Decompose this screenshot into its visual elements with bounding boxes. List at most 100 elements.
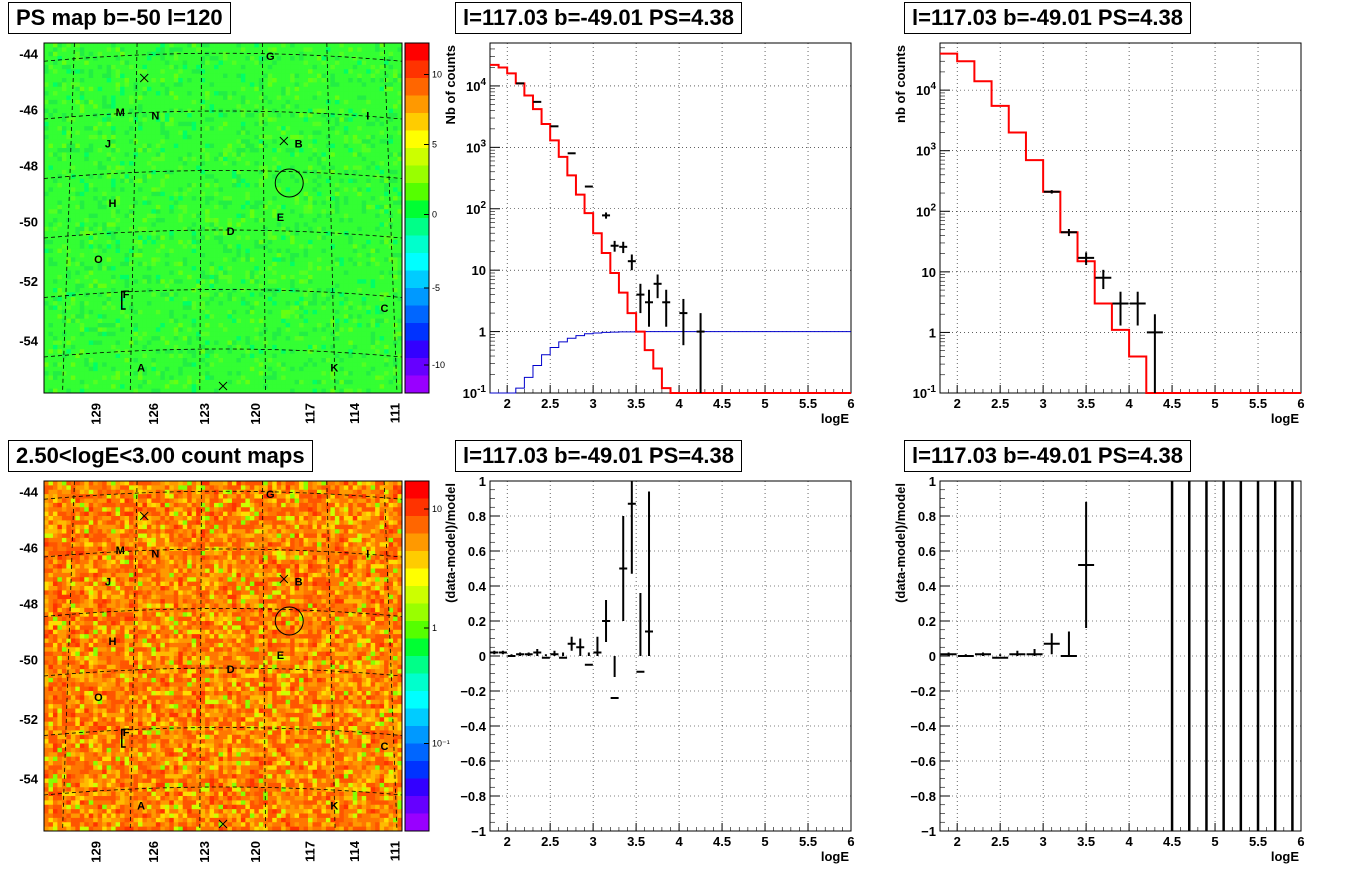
map-pixel [115,318,121,324]
map-pixel [294,248,300,254]
map-pixel [52,371,58,376]
map-pixel [254,231,260,236]
map-pixel [240,99,246,105]
map-pixel [142,323,148,328]
map-pixel [263,288,269,293]
map-pixel [142,283,148,289]
map-pixel [209,134,215,140]
map-pixel [160,121,166,127]
map-pixel [133,204,139,210]
map-pixel [272,73,278,79]
map-pixel [303,323,309,328]
map-pixel [276,248,282,254]
map-pixel [142,213,148,219]
map-pixel [57,178,63,184]
map-pixel [196,222,202,228]
map-pixel [294,358,300,363]
map-pixel [146,305,152,311]
map-pixel [97,261,103,267]
map-pixel [299,161,304,166]
map-pixel [75,336,81,341]
map-pixel [61,253,67,258]
map-pixel [223,91,228,96]
map-pixel [48,349,54,355]
map-pixel [169,349,175,355]
map-pixel [70,191,76,197]
map-pixel [267,47,273,53]
map-pixel [205,187,210,193]
map-pixel [133,51,139,57]
map-pixel [70,174,76,180]
map-pixel [70,248,76,254]
map-pixel [137,362,143,368]
map-pixel [231,78,237,83]
map-pixel [231,104,237,110]
map-pixel [75,231,81,236]
map-pixel [120,336,125,341]
map-pixel [281,336,287,341]
map-pixel [137,358,143,363]
map-pixel [231,362,237,368]
map-pixel [200,196,206,201]
map-pixel [254,301,260,306]
map-pixel [187,248,193,254]
map-pixel [169,121,175,127]
map-pixel [312,239,318,245]
map-pixel [66,358,72,363]
map-pixel [124,235,130,241]
map-pixel [272,301,278,306]
map-pixel [196,82,202,88]
map-pixel [93,204,99,210]
map-pixel [231,327,237,333]
map-pixel [196,139,202,145]
map-pixel [48,323,54,328]
map-pixel [200,340,206,346]
map-pixel [316,82,322,88]
map-pixel [285,261,291,267]
map-pixel [258,183,264,188]
map-pixel [303,218,309,223]
map-pixel [299,183,304,188]
map-pixel [227,139,233,145]
map-pixel [267,222,273,228]
map-pixel [44,336,49,341]
map-pixel [146,139,152,145]
map-pixel [245,187,251,193]
map-pixel [84,388,90,394]
map-pixel [316,375,322,381]
map-pixel [223,200,228,206]
map-pixel [187,200,193,206]
map-pixel [209,292,215,298]
map-pixel [182,169,188,175]
map-pixel [93,73,99,79]
map-pixel [263,239,269,245]
map-pixel [169,134,175,140]
map-pixel [316,174,322,180]
map-pixel [97,191,103,197]
map-pixel [155,209,161,215]
map-pixel [294,174,300,180]
map-pixel [61,143,67,149]
map-pixel [44,362,49,368]
map-pixel [48,156,54,162]
map-pixel [245,152,251,158]
map-pixel [169,274,175,280]
map-pixel [263,51,269,57]
map-pixel [79,213,85,219]
map-pixel [249,353,255,359]
map-pixel [209,95,215,101]
map-pixel [223,362,228,368]
map-pixel [218,148,224,153]
map-pixel [48,165,54,171]
map-pixel [164,156,170,162]
map-pixel [231,161,237,166]
map-pixel [187,196,193,201]
map-pixel [240,165,246,171]
map-pixel [115,64,121,70]
map-pixel [102,43,108,48]
map-pixel [231,248,237,254]
map-pixel [75,143,81,149]
map-pixel [209,200,215,206]
map-pixel [52,187,58,193]
map-pixel [106,331,112,337]
